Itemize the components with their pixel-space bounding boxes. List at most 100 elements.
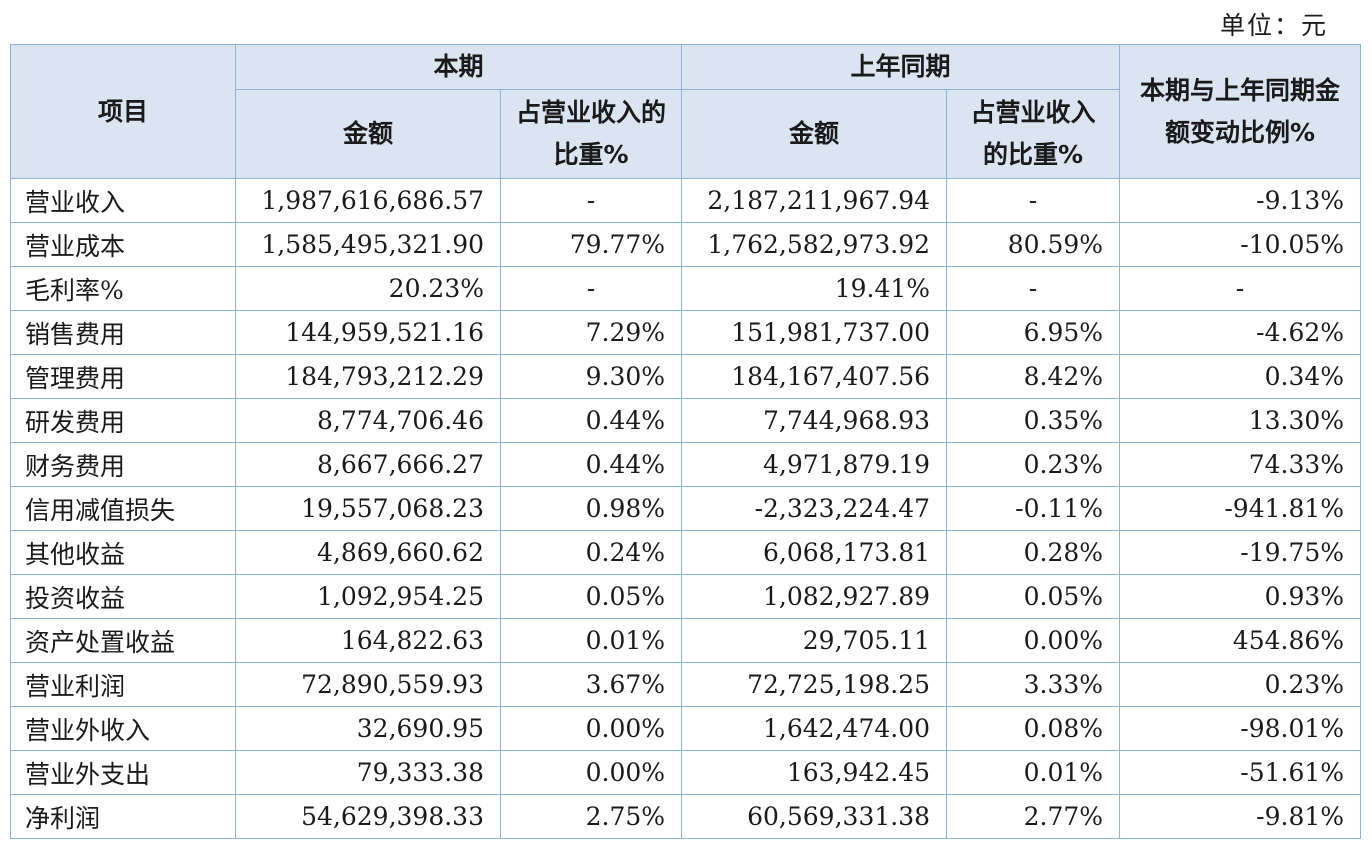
prior-amount-cell: 1,642,474.00 bbox=[681, 706, 948, 751]
current-ratio-cell: 3.67% bbox=[499, 662, 683, 707]
prior-amount-cell: -2,323,224.47 bbox=[681, 486, 948, 531]
current-amount-cell: 1,987,616,686.57 bbox=[235, 178, 501, 223]
prior-ratio-cell: 80.59% bbox=[946, 222, 1121, 267]
current-amount-cell: 8,774,706.46 bbox=[235, 398, 501, 443]
prior-ratio-cell: 0.23% bbox=[946, 442, 1121, 487]
current-ratio-cell: 0.24% bbox=[499, 530, 683, 575]
row-item: 营业收入 bbox=[10, 178, 236, 223]
change-cell: 0.23% bbox=[1119, 662, 1362, 707]
row-item: 投资收益 bbox=[10, 574, 236, 619]
prior-ratio-cell: 0.05% bbox=[946, 574, 1121, 619]
change-cell: -9.13% bbox=[1119, 178, 1362, 223]
header-current-amount: 金额 bbox=[235, 89, 501, 179]
table-row: 毛利率% 20.23% -19.41% - - bbox=[10, 266, 1362, 311]
table-row: 营业外支出 79,333.38 0.00% 163,942.45 0.01% -51.61… bbox=[10, 750, 1362, 795]
current-ratio-cell: 0.05% bbox=[499, 574, 683, 619]
row-item: 管理费用 bbox=[10, 354, 236, 399]
unit-label: 单位：元 bbox=[1219, 11, 1328, 40]
current-amount-cell: 1,092,954.25 bbox=[235, 574, 501, 619]
current-amount-cell: 72,890,559.93 bbox=[235, 662, 501, 707]
row-item: 其他收益 bbox=[10, 530, 236, 575]
change-cell: -9.81% bbox=[1119, 794, 1362, 839]
prior-ratio-cell: 0.28% bbox=[946, 530, 1121, 575]
prior-ratio-cell: 8.42% bbox=[946, 354, 1121, 399]
prior-ratio-cell: - bbox=[946, 266, 1121, 311]
change-cell: 0.93% bbox=[1119, 574, 1362, 619]
prior-amount-cell: 72,725,198.25 bbox=[681, 662, 948, 707]
current-amount-cell: 184,793,212.29 bbox=[235, 354, 501, 399]
table-body: 营业收入 1,987,616,686.57-2,187,211,967.94- -9… bbox=[10, 178, 1362, 839]
prior-amount-cell: 163,942.45 bbox=[681, 750, 948, 795]
change-cell: 454.86% bbox=[1119, 618, 1362, 663]
current-amount-cell: 19,557,068.23 bbox=[235, 486, 501, 531]
table-row: 营业收入 1,987,616,686.57-2,187,211,967.94- -9… bbox=[10, 178, 1362, 223]
prior-amount-cell: 184,167,407.56 bbox=[681, 354, 948, 399]
current-ratio-cell: 2.75% bbox=[499, 794, 683, 839]
prior-amount-cell: 6,068,173.81 bbox=[681, 530, 948, 575]
current-ratio-cell: - bbox=[499, 266, 683, 311]
row-item: 信用减值损失 bbox=[10, 486, 236, 531]
prior-ratio-cell: -0.11% bbox=[946, 486, 1121, 531]
prior-amount-cell: 19.41% bbox=[681, 266, 948, 311]
prior-amount-cell: 7,744,968.93 bbox=[681, 398, 948, 443]
table-row: 研发费用 8,774,706.46 0.44% 7,744,968.93 0.35% 13… bbox=[10, 398, 1362, 443]
current-ratio-cell: 0.01% bbox=[499, 618, 683, 663]
row-item: 营业利润 bbox=[10, 662, 236, 707]
change-cell: - bbox=[1119, 266, 1362, 311]
change-cell: -19.75% bbox=[1119, 530, 1362, 575]
table-row: 财务费用 8,667,666.27 0.44% 4,971,879.19 0.23% 74… bbox=[10, 442, 1362, 487]
prior-ratio-cell: 2.77% bbox=[946, 794, 1121, 839]
current-amount-cell: 79,333.38 bbox=[235, 750, 501, 795]
table-row: 资产处置收益 164,822.63 0.01% 29,705.11 0.00% 454.8… bbox=[10, 618, 1362, 663]
prior-amount-cell: 2,187,211,967.94 bbox=[681, 178, 948, 223]
row-item: 资产处置收益 bbox=[10, 618, 236, 663]
current-ratio-cell: 0.44% bbox=[499, 398, 683, 443]
current-amount-cell: 20.23% bbox=[235, 266, 501, 311]
table-row: 管理费用 184,793,212.29 9.30% 184,167,407.56 8.4… bbox=[10, 354, 1362, 399]
current-ratio-cell: 7.29% bbox=[499, 310, 683, 355]
current-amount-cell: 4,869,660.62 bbox=[235, 530, 501, 575]
table-row: 营业成本 1,585,495,321.90 79.77% 1,762,582,973.… bbox=[10, 222, 1362, 267]
current-amount-cell: 164,822.63 bbox=[235, 618, 501, 663]
row-item: 毛利率% bbox=[10, 266, 236, 311]
income-statement-table: 项目 本期 上年同期 本期与上年同期金额变动比例% 金额 占营业收入的比重% 金… bbox=[10, 44, 1362, 839]
current-amount-cell: 54,629,398.33 bbox=[235, 794, 501, 839]
header-item: 项目 bbox=[10, 44, 236, 179]
table-row: 营业外收入 32,690.95 0.00% 1,642,474.00 0.08% -98.… bbox=[10, 706, 1362, 751]
header-current-ratio: 占营业收入的比重% bbox=[499, 89, 683, 179]
prior-amount-cell: 4,971,879.19 bbox=[681, 442, 948, 487]
header-prior-period: 上年同期 bbox=[681, 44, 1121, 90]
row-item: 净利润 bbox=[10, 794, 236, 839]
change-cell: 13.30% bbox=[1119, 398, 1362, 443]
current-ratio-cell: 79.77% bbox=[499, 222, 683, 267]
table-row: 投资收益 1,092,954.25 0.05% 1,082,927.89 0.05% 0.… bbox=[10, 574, 1362, 619]
change-cell: 74.33% bbox=[1119, 442, 1362, 487]
row-item: 研发费用 bbox=[10, 398, 236, 443]
prior-ratio-cell: 0.00% bbox=[946, 618, 1121, 663]
current-ratio-cell: 0.44% bbox=[499, 442, 683, 487]
table-row: 净利润 54,629,398.33 2.75% 60,569,331.38 2.77% -… bbox=[10, 794, 1362, 839]
current-ratio-cell: 9.30% bbox=[499, 354, 683, 399]
row-item: 销售费用 bbox=[10, 310, 236, 355]
current-amount-cell: 144,959,521.16 bbox=[235, 310, 501, 355]
header-prior-ratio: 占营业收入的比重% bbox=[946, 89, 1121, 179]
change-cell: -51.61% bbox=[1119, 750, 1362, 795]
table-row: 其他收益 4,869,660.62 0.24% 6,068,173.81 0.28% -1… bbox=[10, 530, 1362, 575]
prior-amount-cell: 29,705.11 bbox=[681, 618, 948, 663]
prior-amount-cell: 1,082,927.89 bbox=[681, 574, 948, 619]
prior-amount-cell: 60,569,331.38 bbox=[681, 794, 948, 839]
prior-ratio-cell: 0.01% bbox=[946, 750, 1121, 795]
prior-ratio-cell: 6.95% bbox=[946, 310, 1121, 355]
prior-ratio-cell: - bbox=[946, 178, 1121, 223]
change-cell: 0.34% bbox=[1119, 354, 1362, 399]
current-ratio-cell: 0.00% bbox=[499, 750, 683, 795]
change-cell: -10.05% bbox=[1119, 222, 1362, 267]
change-cell: -98.01% bbox=[1119, 706, 1362, 751]
table-row: 销售费用 144,959,521.16 7.29% 151,981,737.00 6.9… bbox=[10, 310, 1362, 355]
current-ratio-cell: 0.98% bbox=[499, 486, 683, 531]
table-row: 营业利润 72,890,559.93 3.67% 72,725,198.25 3.33%… bbox=[10, 662, 1362, 707]
header-prior-amount: 金额 bbox=[681, 89, 948, 179]
row-item: 营业外收入 bbox=[10, 706, 236, 751]
table-row: 信用减值损失 19,557,068.23 0.98% -2,323,224.47 -0.… bbox=[10, 486, 1362, 531]
change-cell: -941.81% bbox=[1119, 486, 1362, 531]
